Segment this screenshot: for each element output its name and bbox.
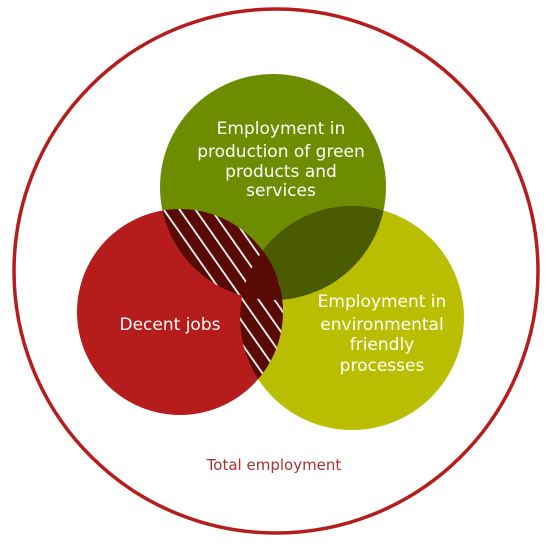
green-products-label: Employment in production of green produc… xyxy=(197,119,365,201)
env-processes-label-line4: processes xyxy=(340,356,425,376)
green-products-label-line4: services xyxy=(246,181,316,201)
total-employment-label: Total employment xyxy=(206,456,342,474)
decent-jobs-label-line1: Decent jobs xyxy=(120,315,221,335)
decent-jobs-label: Decent jobs xyxy=(120,315,221,335)
total-employment-circle xyxy=(12,7,540,535)
green-env-overlap xyxy=(240,206,386,300)
green-products-label-line1: Employment in xyxy=(217,119,346,139)
green-products-label-line3: products and xyxy=(225,162,337,182)
environmental-processes-label: Employment in environmental friendly pro… xyxy=(318,292,447,376)
decent-green-overlap-hatched xyxy=(160,209,283,300)
env-processes-label-line3: friendly xyxy=(350,335,415,355)
env-processes-label-line2: environmental xyxy=(320,315,443,335)
env-processes-label-line1: Employment in xyxy=(318,292,447,312)
green-products-label-line2: production of green xyxy=(197,142,365,162)
